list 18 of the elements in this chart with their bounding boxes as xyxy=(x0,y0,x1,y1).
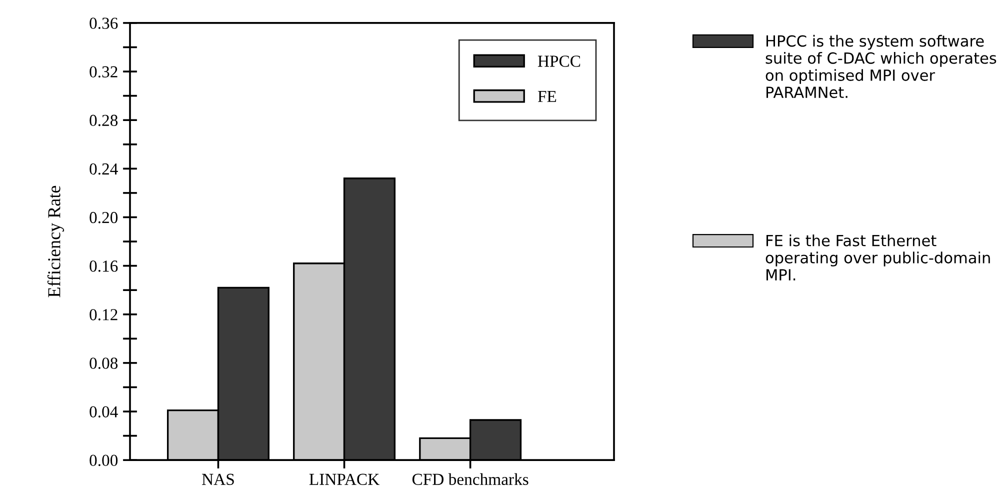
x-tick-label: NAS xyxy=(202,474,234,485)
y-tick-label: 0.24 xyxy=(90,163,118,175)
y-tick-label: 0.04 xyxy=(90,406,118,418)
y-tick-label: 0.36 xyxy=(90,18,118,29)
legend-label: FE xyxy=(538,91,556,102)
text: FE is the Fast Ethernet operating over public-domain MPI. xyxy=(766,234,990,280)
y-tick-label: 0.12 xyxy=(90,309,118,320)
text: HPCC is the system software suite of C-DAC which operates on optimised MPI over PARAMNet. xyxy=(766,34,996,98)
x-tick-label: LINPACK xyxy=(309,474,380,485)
x-tick-label: CFD benchmarks xyxy=(412,473,528,485)
y-tick-label: 0.28 xyxy=(90,114,118,126)
legend-label: HPCC xyxy=(538,56,580,67)
y-tick-label: 0.00 xyxy=(90,454,118,466)
y-tick-label: 0.20 xyxy=(90,212,118,224)
y-tick-label: 0.08 xyxy=(90,358,118,369)
y-axis-title: Efficiency Rate xyxy=(47,186,64,298)
y-tick-label: 0.32 xyxy=(90,66,118,78)
y-tick-label: 0.16 xyxy=(90,260,118,272)
